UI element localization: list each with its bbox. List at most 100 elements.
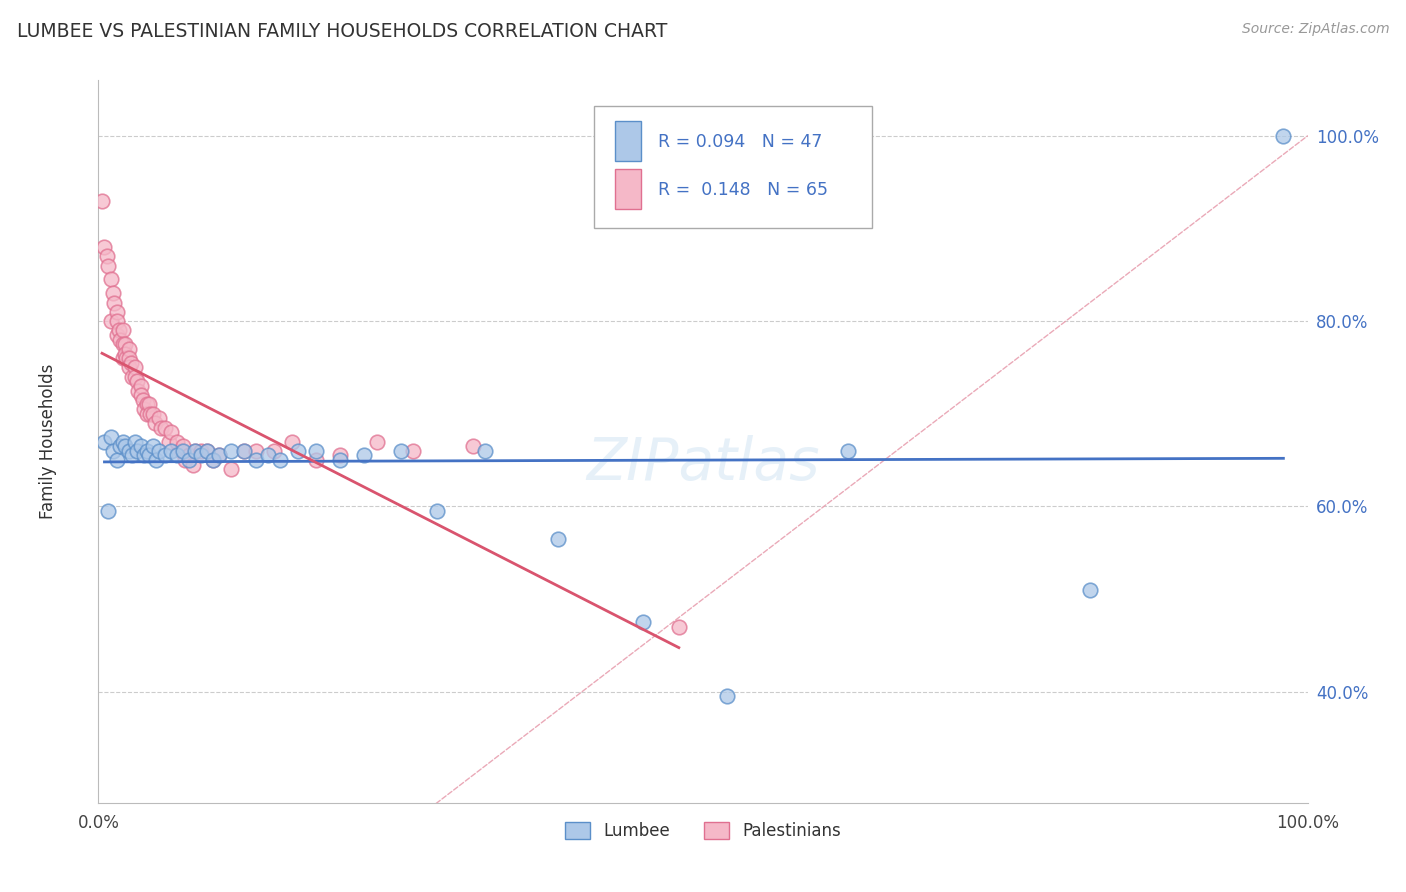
Point xyxy=(138,397,160,411)
Point xyxy=(305,453,328,467)
Point xyxy=(100,430,122,444)
Point xyxy=(129,379,152,393)
Point xyxy=(353,449,375,463)
Point xyxy=(135,397,157,411)
Point xyxy=(118,360,141,375)
Point xyxy=(232,443,254,458)
Point xyxy=(91,194,114,208)
Point xyxy=(105,305,128,319)
Point xyxy=(329,449,352,463)
Point xyxy=(202,453,225,467)
Point xyxy=(166,434,188,449)
Point xyxy=(169,443,191,458)
Point xyxy=(138,449,160,463)
Point xyxy=(101,286,124,301)
Point xyxy=(281,434,304,449)
Point xyxy=(124,369,146,384)
Point xyxy=(287,443,309,458)
Point xyxy=(93,240,115,254)
Point xyxy=(114,346,136,360)
Point xyxy=(124,360,146,375)
Point xyxy=(179,453,201,467)
Point xyxy=(134,402,156,417)
Point xyxy=(190,443,212,458)
Point xyxy=(195,443,218,458)
Point xyxy=(111,434,134,449)
Point xyxy=(668,620,690,634)
Point xyxy=(329,453,352,467)
Point xyxy=(115,351,138,366)
Point xyxy=(389,443,412,458)
Point xyxy=(129,439,152,453)
Point xyxy=(172,439,194,453)
Point xyxy=(184,443,207,458)
Point xyxy=(127,443,149,458)
Text: R =  0.148   N = 65: R = 0.148 N = 65 xyxy=(658,181,828,199)
Point xyxy=(114,439,136,453)
Point xyxy=(208,449,231,463)
Point xyxy=(190,449,212,463)
Point xyxy=(148,443,170,458)
Point xyxy=(221,443,243,458)
Point xyxy=(153,449,176,463)
Text: R = 0.094   N = 47: R = 0.094 N = 47 xyxy=(658,134,823,152)
Point xyxy=(366,434,388,449)
Point xyxy=(463,439,485,453)
Point xyxy=(135,407,157,421)
Text: LUMBEE VS PALESTINIAN FAMILY HOUSEHOLDS CORRELATION CHART: LUMBEE VS PALESTINIAN FAMILY HOUSEHOLDS … xyxy=(17,22,668,41)
Point xyxy=(150,420,173,434)
Point xyxy=(184,443,207,458)
Point xyxy=(108,323,131,337)
Point xyxy=(142,407,165,421)
Point xyxy=(97,259,120,273)
Point xyxy=(245,443,267,458)
Point xyxy=(263,443,285,458)
Point xyxy=(111,351,134,366)
Point xyxy=(145,453,167,467)
Point xyxy=(157,434,180,449)
Point xyxy=(121,449,143,463)
Point xyxy=(129,388,152,402)
Point xyxy=(100,314,122,328)
Point xyxy=(166,449,188,463)
Point xyxy=(114,337,136,351)
Point xyxy=(153,420,176,434)
Point xyxy=(127,384,149,398)
Point xyxy=(120,356,142,370)
Point xyxy=(105,328,128,343)
Point xyxy=(208,449,231,463)
Point xyxy=(101,443,124,458)
Point xyxy=(256,449,278,463)
Point xyxy=(127,375,149,389)
Point xyxy=(837,443,859,458)
Point xyxy=(124,434,146,449)
Point xyxy=(118,351,141,366)
Point xyxy=(202,453,225,467)
Legend: Lumbee, Palestinians: Lumbee, Palestinians xyxy=(558,815,848,847)
Point xyxy=(195,443,218,458)
Point xyxy=(108,333,131,347)
Bar xyxy=(614,169,641,209)
Bar xyxy=(614,121,641,161)
Point xyxy=(135,443,157,458)
Point xyxy=(118,342,141,356)
Point xyxy=(148,411,170,425)
Point xyxy=(426,504,449,518)
Point xyxy=(172,443,194,458)
Point xyxy=(160,443,183,458)
Point xyxy=(143,416,166,430)
Point xyxy=(269,453,291,467)
Point xyxy=(105,314,128,328)
Point xyxy=(142,439,165,453)
Point xyxy=(160,425,183,440)
Point xyxy=(132,392,155,407)
Point xyxy=(121,369,143,384)
Point xyxy=(134,449,156,463)
Point xyxy=(305,443,328,458)
Point xyxy=(179,449,201,463)
Point xyxy=(105,453,128,467)
Point xyxy=(402,443,425,458)
Point xyxy=(221,462,243,476)
Point xyxy=(547,532,569,546)
Point xyxy=(245,453,267,467)
